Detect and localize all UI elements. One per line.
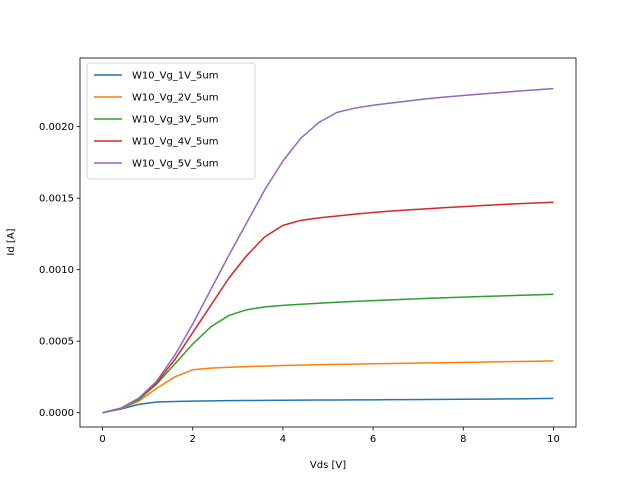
legend-label-3: W10_Vg_3V_5um (132, 115, 218, 126)
legend-label-1: W10_Vg_1V_5um (132, 71, 218, 82)
legend-label-4: W10_Vg_4V_5um (132, 137, 218, 148)
x-tick-label: 6 (370, 434, 376, 445)
x-tick-label: 8 (460, 434, 466, 445)
x-axis-label: Vds [V] (310, 460, 346, 471)
axes-frame (79, 57, 577, 428)
y-tick-label: 0.0005 (39, 337, 74, 348)
series-group (102, 87, 554, 414)
y-axis-ticks: 0.0000 0.0005 0.0010 0.0015 0.0020 (39, 122, 80, 419)
series-line-5 (102, 87, 554, 414)
x-tick-label: 10 (547, 434, 560, 445)
x-tick-label: 2 (190, 434, 196, 445)
legend-box (86, 62, 256, 180)
legend: W10_Vg_1V_5um W10_Vg_2V_5um W10_Vg_3V_5um W… (86, 62, 256, 180)
y-tick-label: 0.0015 (39, 194, 74, 205)
series-line-3 (102, 293, 554, 414)
legend-label-5: W10_Vg_5V_5um (132, 159, 218, 170)
y-axis-label: Id [A] (6, 228, 17, 255)
x-tick-label: 0 (99, 434, 105, 445)
y-tick-label: 0.0020 (39, 122, 74, 133)
legend-label-2: W10_Vg_2V_5um (132, 93, 218, 104)
series-line-4 (102, 201, 554, 414)
series-line-1 (102, 397, 554, 414)
x-axis-ticks: 0 2 4 6 8 10 (99, 427, 560, 445)
series-line-2 (102, 360, 554, 414)
x-tick-label: 4 (280, 434, 286, 445)
y-tick-label: 0.0010 (39, 265, 74, 276)
y-tick-label: 0.0000 (39, 408, 74, 419)
